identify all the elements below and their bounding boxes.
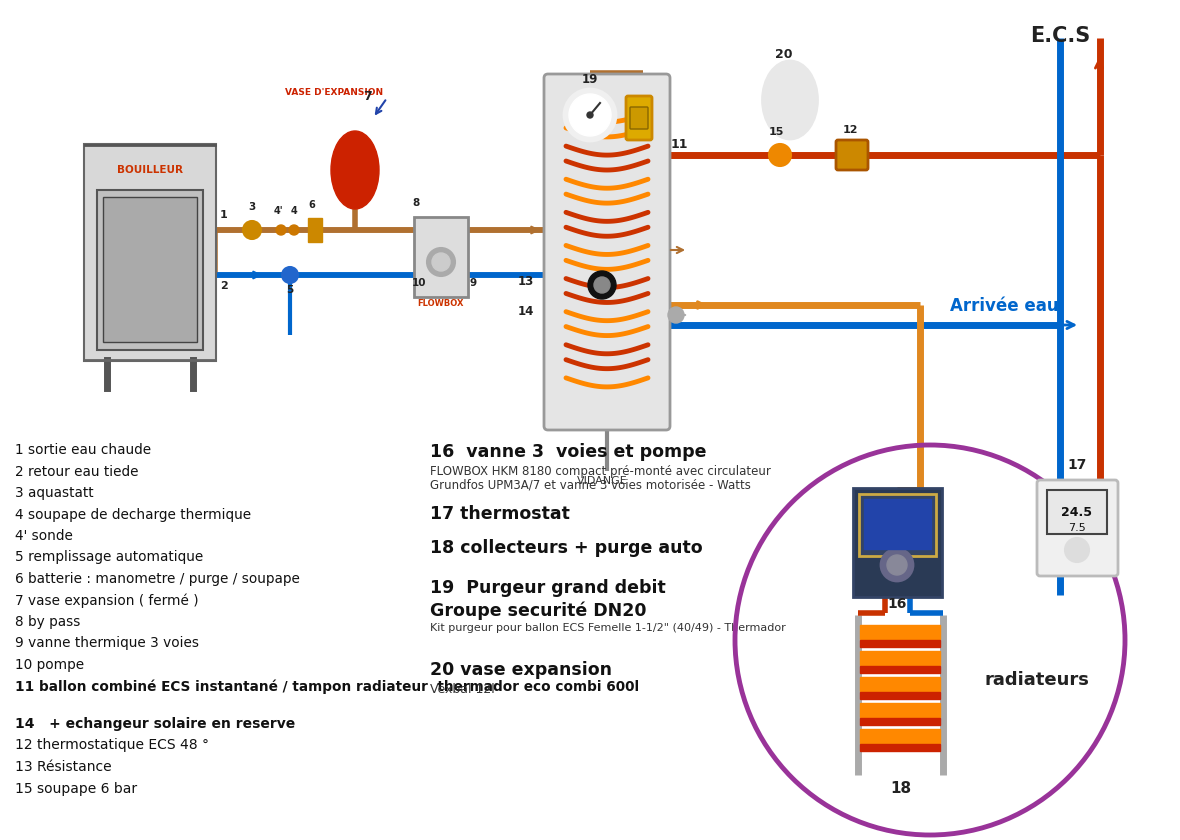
- Text: 4: 4: [290, 206, 297, 216]
- Text: 24.5: 24.5: [1062, 506, 1093, 518]
- Bar: [860, 625, 940, 639]
- Text: 20 vase expansion: 20 vase expansion: [430, 661, 612, 679]
- FancyBboxPatch shape: [853, 488, 942, 597]
- Ellipse shape: [332, 131, 379, 209]
- Text: 1 sortie eau chaude: 1 sortie eau chaude: [15, 443, 151, 457]
- Text: 4 soupape de decharge thermique: 4 soupape de decharge thermique: [15, 507, 251, 522]
- Text: 2 retour eau tiede: 2 retour eau tiede: [15, 465, 138, 479]
- Text: 18 collecteurs + purge auto: 18 collecteurs + purge auto: [430, 539, 702, 557]
- Text: 10 pompe: 10 pompe: [15, 658, 84, 672]
- Text: 15 soupape 6 bar: 15 soupape 6 bar: [15, 781, 137, 795]
- Text: 6 batterie : manometre / purge / soupape: 6 batterie : manometre / purge / soupape: [15, 572, 300, 586]
- Circle shape: [668, 307, 684, 323]
- Bar: [860, 666, 940, 673]
- Bar: [97, 190, 203, 350]
- Circle shape: [594, 277, 610, 293]
- Text: 6: 6: [309, 200, 315, 210]
- Text: 8 by pass: 8 by pass: [15, 615, 80, 629]
- Text: 8: 8: [412, 198, 419, 208]
- Text: FLOWBOX HKM 8180 compact pré-monté avec circulateur: FLOWBOX HKM 8180 compact pré-monté avec …: [430, 465, 771, 478]
- Text: Groupe securité DN20: Groupe securité DN20: [430, 601, 647, 620]
- Text: 17 thermostat: 17 thermostat: [430, 505, 570, 523]
- Text: Kit purgeur pour ballon ECS Femelle 1-1/2" (40/49) - Thermador: Kit purgeur pour ballon ECS Femelle 1-1/…: [430, 623, 786, 633]
- Text: 10: 10: [412, 278, 426, 288]
- Text: 18: 18: [891, 781, 912, 796]
- Circle shape: [881, 549, 913, 581]
- Bar: [860, 703, 940, 717]
- Circle shape: [276, 225, 286, 235]
- Bar: [860, 640, 940, 647]
- FancyBboxPatch shape: [1047, 490, 1107, 534]
- Bar: [860, 718, 940, 725]
- Text: 3: 3: [248, 202, 256, 212]
- Text: 5 remplissage automatique: 5 remplissage automatique: [15, 550, 203, 564]
- Circle shape: [432, 253, 450, 271]
- Text: VASE D'EXPANSION: VASE D'EXPANSION: [286, 88, 384, 97]
- Text: 19  Purgeur grand debit: 19 Purgeur grand debit: [430, 579, 666, 597]
- FancyBboxPatch shape: [414, 217, 468, 297]
- Text: 20: 20: [775, 48, 793, 61]
- Bar: [860, 677, 940, 691]
- Text: 5: 5: [287, 285, 294, 295]
- Text: 13: 13: [518, 275, 535, 288]
- Text: 12: 12: [843, 125, 858, 135]
- Text: 2: 2: [219, 281, 228, 291]
- Text: 14: 14: [518, 305, 535, 318]
- Circle shape: [569, 94, 611, 136]
- Circle shape: [289, 225, 299, 235]
- Text: FLOWBOX: FLOWBOX: [418, 299, 464, 308]
- Text: 19: 19: [582, 73, 598, 86]
- Bar: [103, 197, 197, 342]
- Bar: [860, 692, 940, 699]
- Bar: [308, 218, 322, 242]
- FancyBboxPatch shape: [835, 140, 868, 170]
- Text: VIDANGE: VIDANGE: [577, 476, 628, 486]
- Circle shape: [243, 221, 261, 239]
- Circle shape: [427, 248, 455, 276]
- Text: 7: 7: [363, 90, 372, 103]
- Text: 11: 11: [671, 138, 688, 151]
- Text: 3 aquastatt: 3 aquastatt: [15, 486, 93, 500]
- Text: 7.5: 7.5: [1068, 523, 1086, 533]
- Bar: [860, 729, 940, 743]
- Circle shape: [564, 89, 616, 141]
- FancyBboxPatch shape: [864, 499, 931, 549]
- Text: 16  vanne 3  voies et pompe: 16 vanne 3 voies et pompe: [430, 443, 707, 461]
- Text: 7 vase expansion ( fermé ): 7 vase expansion ( fermé ): [15, 594, 198, 608]
- Circle shape: [1066, 538, 1089, 562]
- Text: 17: 17: [1068, 458, 1087, 472]
- Text: 9: 9: [468, 278, 476, 288]
- Text: radiateurs: radiateurs: [985, 671, 1090, 689]
- Circle shape: [282, 267, 299, 283]
- Text: 16: 16: [887, 597, 906, 611]
- Text: 15: 15: [768, 127, 784, 137]
- Text: 14   + echangeur solaire en reserve: 14 + echangeur solaire en reserve: [15, 717, 295, 731]
- Text: 13 Résistance: 13 Résistance: [15, 760, 112, 774]
- Circle shape: [887, 555, 907, 575]
- FancyBboxPatch shape: [859, 494, 936, 556]
- Text: 4': 4': [274, 206, 283, 216]
- FancyBboxPatch shape: [84, 144, 216, 361]
- Text: 12 thermostatique ECS 48 °: 12 thermostatique ECS 48 °: [15, 738, 209, 753]
- Text: BOUILLEUR: BOUILLEUR: [117, 165, 183, 175]
- Text: 9 vanne thermique 3 voies: 9 vanne thermique 3 voies: [15, 637, 199, 650]
- Text: 11 ballon combiné ECS instantané / tampon radiateur  thermador eco combi 600l: 11 ballon combiné ECS instantané / tampo…: [15, 680, 640, 694]
- Text: Grundfos UPM3A/7 et vanne 3 voies motorisée - Watts: Grundfos UPM3A/7 et vanne 3 voies motori…: [430, 479, 750, 492]
- Text: E.C.S: E.C.S: [1030, 26, 1090, 46]
- Circle shape: [588, 271, 616, 299]
- FancyBboxPatch shape: [1037, 480, 1117, 576]
- Text: 1: 1: [219, 210, 228, 220]
- FancyBboxPatch shape: [630, 107, 648, 129]
- Bar: [860, 651, 940, 665]
- Text: Arrivée eau: Arrivée eau: [950, 297, 1058, 315]
- Text: 4' sonde: 4' sonde: [15, 529, 73, 543]
- Text: Vexbal 12l: Vexbal 12l: [430, 683, 494, 696]
- FancyBboxPatch shape: [544, 74, 670, 430]
- Bar: [860, 744, 940, 751]
- Circle shape: [769, 144, 791, 166]
- Ellipse shape: [762, 61, 818, 139]
- Circle shape: [586, 112, 594, 118]
- FancyBboxPatch shape: [627, 96, 653, 140]
